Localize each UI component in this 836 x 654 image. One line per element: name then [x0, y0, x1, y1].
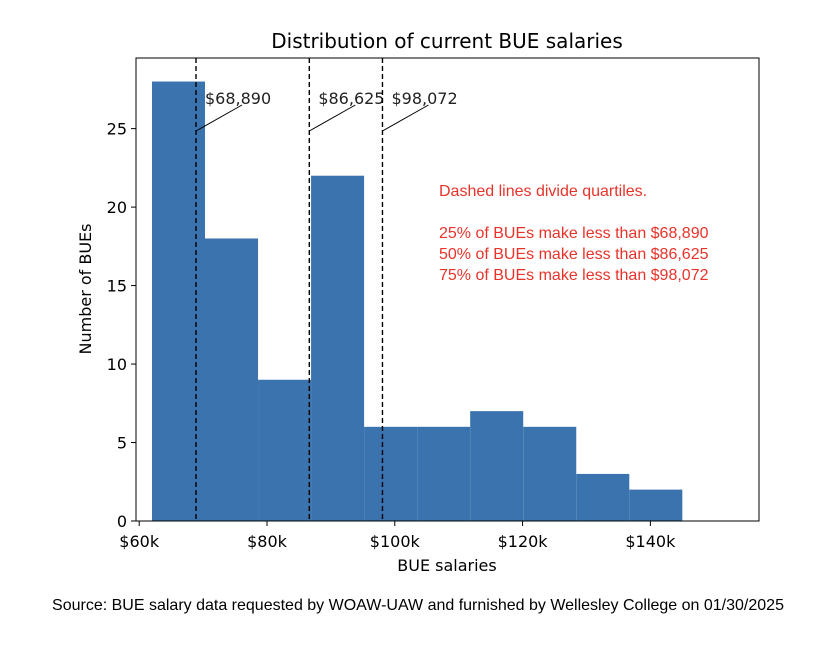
- source-note: Source: BUE salary data requested by WOA…: [52, 597, 784, 614]
- y-tick-label: 0: [117, 512, 127, 531]
- x-tick-label: $60k: [119, 532, 160, 551]
- histogram-chart: Distribution of current BUE salaries $68…: [76, 29, 760, 575]
- annotation-line: 75% of BUEs make less than $98,072: [439, 267, 709, 284]
- y-tick-label: 15: [107, 277, 127, 296]
- histogram-bar: [258, 379, 312, 521]
- x-tick-label: $100k: [370, 532, 421, 551]
- x-tick-label: $140k: [625, 532, 676, 551]
- quartile-leader-line: [309, 104, 356, 132]
- quartile-label: $98,072: [391, 89, 457, 108]
- annotation-line: 25% of BUEs make less than $68,890: [439, 225, 709, 242]
- x-tick-label: $120k: [498, 532, 549, 551]
- histogram-bar: [470, 411, 524, 521]
- annotation-line: 50% of BUEs make less than $86,625: [439, 246, 709, 263]
- quartile-leader-line: [195, 104, 243, 132]
- histogram-bar: [151, 81, 206, 522]
- histogram-bar: [523, 426, 577, 521]
- quartile-label: $68,890: [205, 89, 271, 108]
- y-axis-label: Number of BUEs: [76, 224, 95, 355]
- y-tick-label: 20: [107, 198, 127, 217]
- chart-title: Distribution of current BUE salaries: [271, 29, 623, 53]
- quartile-label: $86,625: [318, 89, 384, 108]
- y-tick-label: 25: [107, 120, 127, 139]
- histogram-bar: [311, 175, 365, 522]
- y-tick-label: 5: [117, 434, 127, 453]
- y-tick-label: 10: [107, 355, 127, 374]
- quartile-leader-line: [382, 104, 429, 132]
- plot-frame: [135, 57, 760, 522]
- histogram-bar: [417, 426, 471, 521]
- x-tick-label: $80k: [247, 532, 288, 551]
- histogram-bar: [629, 489, 683, 521]
- x-axis-label: BUE salaries: [397, 556, 496, 575]
- histogram-bar: [205, 238, 259, 522]
- histogram-bar: [364, 426, 418, 521]
- histogram-bar: [576, 473, 630, 521]
- annotation-line: Dashed lines divide quartiles.: [439, 183, 647, 200]
